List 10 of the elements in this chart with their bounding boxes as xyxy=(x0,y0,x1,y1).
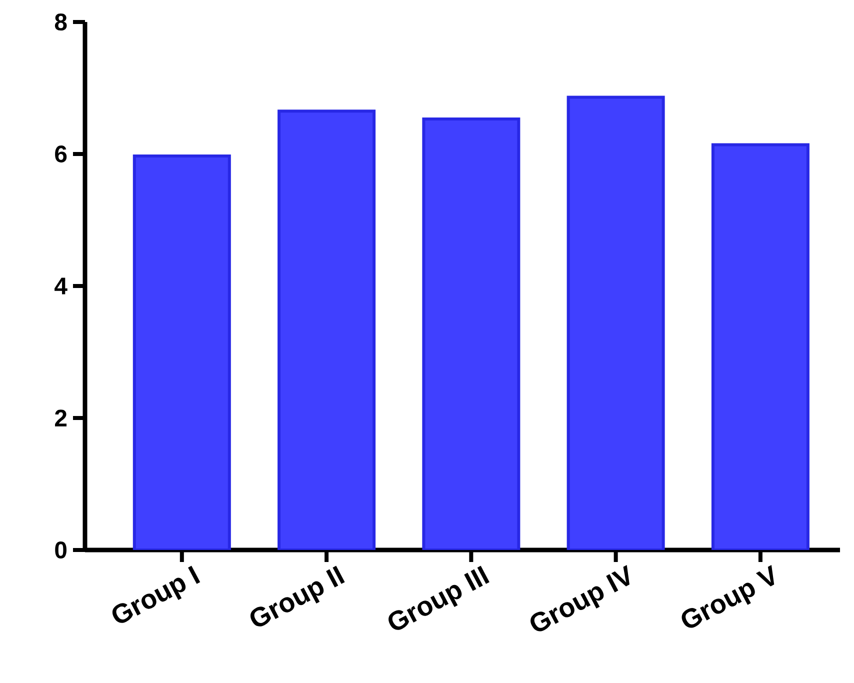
y-tick-label: 2 xyxy=(55,410,67,426)
x-tick-label: Group IV xyxy=(530,564,630,632)
x-tick-label: Group V xyxy=(682,564,774,628)
y-tick-label: 6 xyxy=(55,146,67,162)
x-tick-label: Group I xyxy=(112,566,200,623)
x-tick-label: Group II xyxy=(250,566,345,626)
y-tick-label: 0 xyxy=(55,542,66,558)
x-tick-label: Group III xyxy=(388,566,490,630)
y-tick-label: 4 xyxy=(54,278,68,294)
y-tick-label: 8 xyxy=(54,14,67,30)
